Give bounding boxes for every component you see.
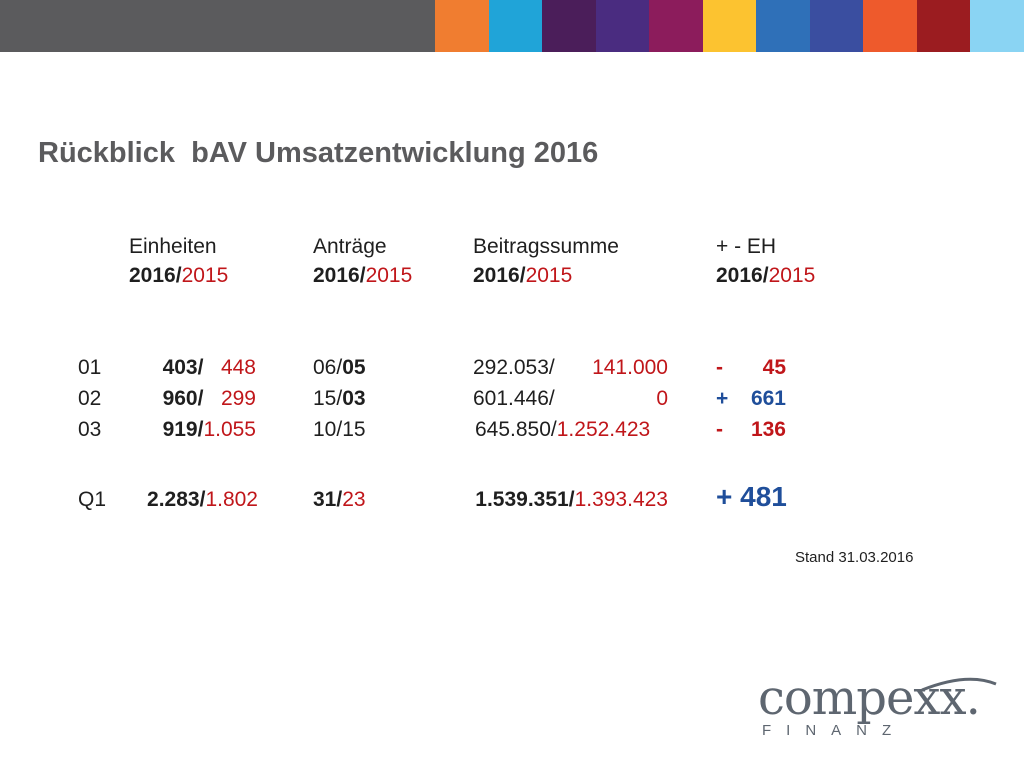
top-color-bar [0, 0, 1024, 52]
row-beitrag-cur: 601.446/ [473, 387, 555, 410]
topbar-color-block [702, 0, 757, 52]
row-month: 01 [78, 356, 102, 379]
row-antraege: 10/15 [313, 418, 366, 441]
topbar-color-block [916, 0, 971, 52]
header-beitragssumme-years: 2016/2015 [473, 264, 573, 287]
row-month: 02 [78, 387, 102, 410]
topbar-color-block [595, 0, 650, 52]
header-einheiten: Einheiten [129, 235, 217, 258]
header-beitragssumme: Beitragssumme [473, 235, 619, 258]
row-eh-sign: - [716, 356, 723, 379]
row-beitrag: 645.850/1.252.423 [475, 418, 651, 441]
topbar-color-block [809, 0, 864, 52]
row-eh-value: 45 [762, 356, 786, 379]
row-beitrag-prev: 141.000 [592, 356, 668, 379]
row-einheiten: 960/ 299 [162, 387, 256, 410]
topbar-color-block [970, 0, 1024, 52]
row-einheiten: 403/ 448 [162, 356, 256, 379]
header-einheiten-years: 2016/2015 [129, 264, 229, 287]
topbar-color-block [488, 0, 543, 52]
logo-wordmark: compexx. [758, 670, 981, 726]
logo-subtitle: FINANZ [762, 722, 907, 739]
header-eh-years: 2016/2015 [716, 264, 816, 287]
topbar-color-block [542, 0, 596, 52]
row-eh-sign: - [716, 418, 723, 441]
row-month: 03 [78, 418, 102, 441]
row-eh-value: 136 [750, 418, 786, 441]
row-eh-value: 661 [750, 387, 786, 410]
total-einheiten: 2.283/1.802 [147, 488, 258, 511]
topbar-color-block [649, 0, 703, 52]
header-eh: + - EH [716, 235, 777, 258]
row-antraege: 06/05 [313, 356, 366, 379]
row-beitrag-cur: 292.053/ [473, 356, 555, 379]
header-antraege: Anträge [313, 235, 387, 258]
total-beitrag: 1.539.351/1.393.423 [475, 488, 668, 511]
topbar-color-block [863, 0, 917, 52]
row-einheiten: 919/1.055 [162, 418, 256, 441]
topbar-gray-segment [0, 0, 435, 52]
total-label: Q1 [78, 488, 107, 511]
compexx-logo: compexx. FINANZ [752, 670, 1002, 745]
logo-swoosh-icon [921, 677, 997, 692]
topbar-color-block [756, 0, 810, 52]
row-eh-sign: + [716, 387, 729, 410]
total-antraege: 31/23 [313, 488, 366, 511]
row-antraege: 15/03 [313, 387, 366, 410]
topbar-color-block [435, 0, 489, 52]
stand-date: Stand 31.03.2016 [795, 549, 914, 566]
row-beitrag-prev: 0 [656, 387, 668, 410]
page-title: Rückblick bAV Umsatzentwicklung 2016 [38, 137, 599, 169]
header-antraege-years: 2016/2015 [313, 264, 413, 287]
total-eh: + 481 [716, 481, 787, 512]
